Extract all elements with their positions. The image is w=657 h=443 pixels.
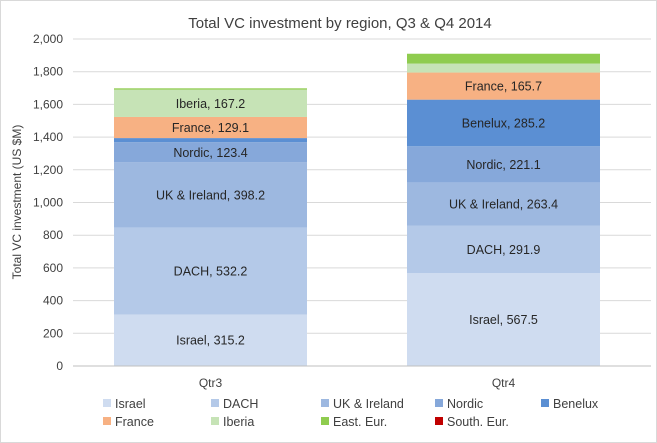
axes: Qtr3 Qtr4 bbox=[73, 365, 651, 390]
y-tick-label: 1,600 bbox=[33, 97, 63, 111]
data-labels: Israel, 315.2 DACH, 532.2 UK & Ireland, 39… bbox=[156, 80, 558, 348]
bar-segment bbox=[407, 225, 600, 274]
y-tick-label: 1,400 bbox=[33, 130, 63, 144]
bar-segment bbox=[114, 89, 307, 117]
y-tick-label: 400 bbox=[43, 294, 63, 308]
legend-swatch bbox=[211, 417, 219, 425]
legend-label: Israel bbox=[115, 397, 146, 411]
y-tick-label: 600 bbox=[43, 261, 63, 275]
data-label: UK & Ireland, 398.2 bbox=[156, 188, 265, 202]
y-tick-label: 1,200 bbox=[33, 163, 63, 177]
legend-swatch bbox=[211, 399, 219, 407]
bar-segment bbox=[407, 273, 600, 366]
legend-label: East. Eur. bbox=[333, 415, 387, 429]
x-tick-label: Qtr3 bbox=[199, 376, 223, 390]
bar-segment bbox=[114, 142, 307, 163]
legend-swatch bbox=[435, 417, 443, 425]
bar-segment bbox=[407, 53, 600, 64]
bars bbox=[114, 53, 600, 366]
data-label: France, 129.1 bbox=[172, 121, 249, 135]
bar-segment bbox=[114, 116, 307, 139]
bar-segment bbox=[114, 162, 307, 228]
data-label: Nordic, 221.1 bbox=[466, 158, 540, 172]
data-label: DACH, 291.9 bbox=[467, 243, 541, 257]
y-tick-label: 1,000 bbox=[33, 196, 63, 210]
bar-segment bbox=[114, 88, 307, 90]
bar-segment bbox=[114, 227, 307, 315]
legend-swatch bbox=[103, 399, 111, 407]
y-tick-label: 0 bbox=[56, 359, 63, 373]
bar-segment bbox=[407, 182, 600, 226]
legend-label: Iberia bbox=[223, 415, 254, 429]
data-label: France, 165.7 bbox=[465, 80, 542, 94]
data-label: Israel, 315.2 bbox=[176, 334, 245, 348]
legend-swatch bbox=[541, 399, 549, 407]
legend-label: UK & Ireland bbox=[333, 397, 404, 411]
y-tick-label: 1,800 bbox=[33, 65, 63, 79]
legend-label: DACH bbox=[223, 397, 258, 411]
data-label: UK & Ireland, 263.4 bbox=[449, 197, 558, 211]
legend-swatch bbox=[321, 417, 329, 425]
bar-segment bbox=[114, 138, 307, 143]
legend-label: France bbox=[115, 415, 154, 429]
bar-segment bbox=[407, 99, 600, 147]
chart-title: Total VC investment by region, Q3 & Q4 2… bbox=[188, 15, 492, 32]
data-label: Iberia, 167.2 bbox=[176, 97, 246, 111]
data-label: Israel, 567.5 bbox=[469, 313, 538, 327]
legend-label: South. Eur. bbox=[447, 415, 509, 429]
bar-segment bbox=[407, 146, 600, 183]
y-axis-label: Total VC investment (US $M) bbox=[10, 125, 24, 280]
y-tick-label: 800 bbox=[43, 228, 63, 242]
legend-swatch bbox=[103, 417, 111, 425]
data-label: Benelux, 285.2 bbox=[462, 116, 545, 130]
x-tick-label: Qtr4 bbox=[492, 376, 516, 390]
bar-segment bbox=[114, 314, 307, 366]
legend-swatch bbox=[435, 399, 443, 407]
bar-segment bbox=[407, 72, 600, 100]
data-label: DACH, 532.2 bbox=[174, 264, 248, 278]
legend: Israel DACH UK & Ireland Nordic Benelux Franc… bbox=[103, 397, 599, 429]
legend-label: Nordic bbox=[447, 397, 483, 411]
y-tick-label: 2,000 bbox=[33, 32, 63, 46]
legend-swatch bbox=[321, 399, 329, 407]
y-tick-label: 200 bbox=[43, 326, 63, 340]
data-label: Nordic, 123.4 bbox=[173, 146, 247, 160]
legend-label: Benelux bbox=[553, 397, 599, 411]
bar-segment bbox=[407, 63, 600, 73]
